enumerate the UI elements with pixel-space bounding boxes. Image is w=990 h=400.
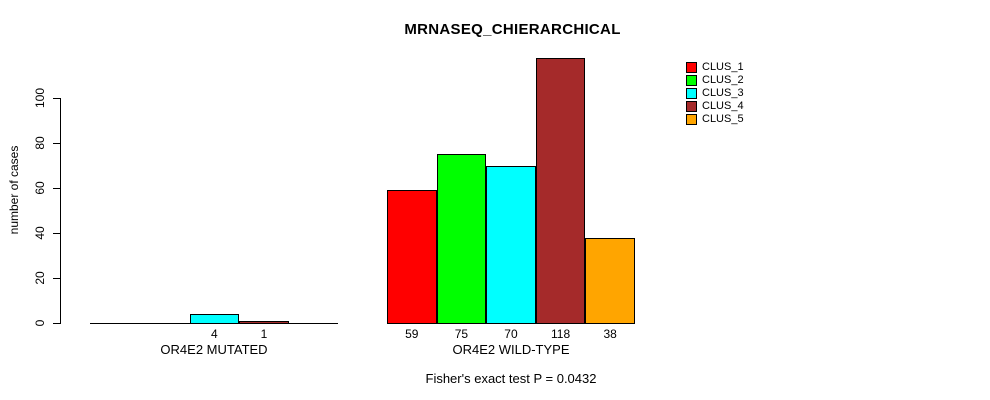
legend-item-clus_3: CLUS_3 <box>686 87 744 100</box>
bar-clus_2-group2 <box>436 154 487 324</box>
legend-swatch-icon <box>686 101 697 112</box>
bar-clus_4-group1 <box>239 320 289 324</box>
y-axis-line <box>60 98 61 324</box>
bar-value-label: 70 <box>504 327 518 341</box>
bar-value-label: 118 <box>551 327 571 341</box>
x-group-label-wildtype: OR4E2 WILD-TYPE <box>452 342 570 357</box>
y-tick-label: 80 <box>33 136 47 150</box>
legend-label: CLUS_4 <box>702 100 744 112</box>
legend-item-clus_1: CLUS_1 <box>686 61 744 74</box>
legend-label: CLUS_1 <box>702 61 744 73</box>
y-axis-tick <box>53 233 60 234</box>
y-axis-title: number of cases <box>7 145 21 235</box>
legend-swatch-icon <box>686 75 697 86</box>
y-tick-label: 60 <box>33 181 47 195</box>
legend-label: CLUS_2 <box>702 74 744 86</box>
bar-value-label: 38 <box>603 327 617 341</box>
bar-value-label: 59 <box>405 327 419 341</box>
legend-swatch-icon <box>686 114 697 125</box>
bar-value-label: 75 <box>454 327 469 341</box>
y-tick-label: 0 <box>33 319 47 327</box>
chart-title: MRNASEQ_CHIERARCHICAL <box>404 21 621 38</box>
y-tick-label: 40 <box>33 226 47 240</box>
legend-swatch-icon <box>686 62 697 73</box>
caption-fisher-test: Fisher's exact test P = 0.0432 <box>425 371 597 386</box>
y-tick-label: 100 <box>33 87 47 109</box>
legend-swatch-icon <box>686 88 697 99</box>
legend-item-clus_2: CLUS_2 <box>686 74 744 87</box>
bar-clus_3-group2 <box>486 165 536 324</box>
legend-label: CLUS_5 <box>702 113 744 125</box>
bar-value-label: 1 <box>260 327 268 341</box>
legend-label: CLUS_3 <box>702 87 744 99</box>
y-axis-tick <box>53 188 60 189</box>
bar-clus_4-group2 <box>535 57 586 324</box>
legend-item-clus_4: CLUS_4 <box>686 100 744 113</box>
y-tick-label: 20 <box>33 271 47 285</box>
legend-item-clus_5: CLUS_5 <box>686 113 744 126</box>
y-axis-tick <box>53 323 60 324</box>
y-axis-tick <box>53 278 60 279</box>
y-axis-tick <box>53 143 60 144</box>
x-group-label-mutated: OR4E2 MUTATED <box>160 342 268 357</box>
y-axis-tick <box>53 98 60 99</box>
bar-value-label: 4 <box>211 327 218 341</box>
bar-clus_5-group2 <box>585 237 635 324</box>
legend: CLUS_1 CLUS_2 CLUS_3 CLUS_4 CLUS_5 <box>686 61 744 126</box>
bar-clus_3-group1 <box>189 314 240 324</box>
bar-clus_1-group2 <box>387 190 437 324</box>
